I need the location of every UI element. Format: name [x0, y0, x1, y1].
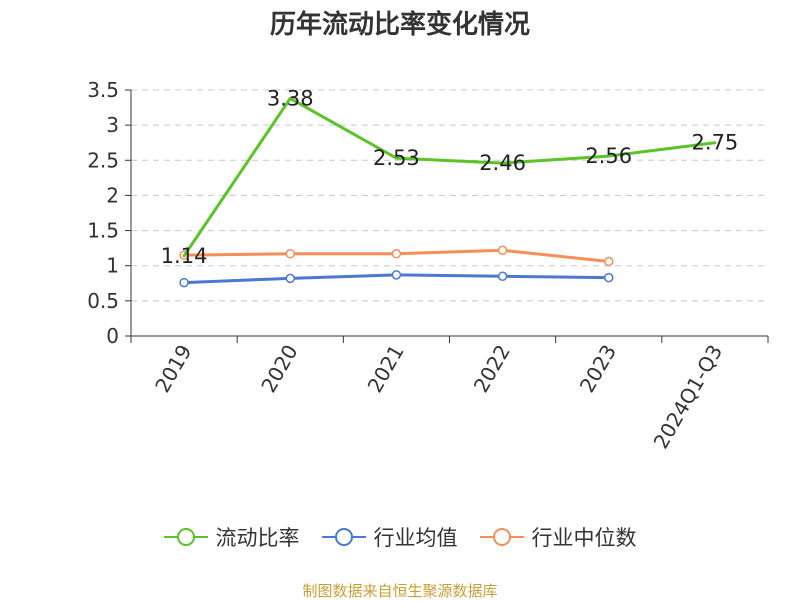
x-tick-label: 2021	[363, 341, 409, 397]
series-point	[288, 96, 292, 100]
series-point	[394, 156, 398, 160]
series-point	[391, 249, 402, 259]
y-tick-label: 1.5	[87, 219, 119, 243]
legend: 流动比率 行业均值 行业中位数	[0, 522, 800, 552]
x-tick-label: 2024Q1-Q3	[649, 341, 728, 453]
legend-item-current-ratio[interactable]: 流动比率	[163, 522, 300, 552]
y-tick-label: 2	[106, 183, 119, 207]
legend-swatch-industry-mean	[321, 528, 366, 546]
legend-label-current-ratio: 流动比率	[215, 526, 300, 550]
series-point	[179, 277, 189, 288]
legend-item-industry-median[interactable]: 行业中位数	[479, 522, 637, 552]
series-point	[391, 270, 402, 280]
legend-swatch-current-ratio	[163, 528, 208, 546]
legend-swatch-industry-median	[479, 528, 524, 546]
series-point	[604, 256, 614, 267]
source-note: 制图数据来自恒生聚源数据库	[302, 582, 498, 600]
x-tick-label: 2022	[469, 341, 515, 397]
y-tick-label: 0.5	[87, 289, 119, 313]
data-label: 2.46	[479, 151, 526, 175]
y-tick-label: 0	[106, 324, 119, 348]
y-tick-label: 1	[106, 254, 119, 278]
series-point	[713, 141, 717, 145]
series-point	[604, 272, 614, 283]
legend-item-industry-mean[interactable]: 行业均值	[321, 522, 458, 552]
series-line	[182, 96, 716, 257]
legend-label-industry-median: 行业中位数	[531, 526, 637, 550]
y-tick-label: 3.5	[87, 78, 119, 102]
x-tick-label: 2019	[150, 341, 196, 397]
series-point	[497, 271, 508, 282]
data-label: 2.53	[373, 146, 420, 170]
series-point	[497, 245, 508, 256]
x-tick-label: 2023	[575, 341, 621, 397]
y-tick-label: 2.5	[87, 148, 119, 172]
series-point	[607, 154, 611, 158]
series-point	[285, 249, 295, 259]
legend-label-industry-mean: 行业均值	[373, 526, 458, 550]
chart-title: 历年流动比率变化情况	[269, 10, 530, 40]
data-label: 2.75	[692, 131, 739, 155]
data-label: 3.38	[267, 86, 314, 110]
series-point	[501, 161, 505, 165]
x-tick-label: 2020	[256, 341, 302, 397]
data-label: 1.14	[161, 244, 208, 268]
data-label: 2.56	[585, 144, 632, 168]
y-tick-label: 3	[106, 113, 119, 137]
series-point	[285, 273, 295, 284]
series-point	[182, 254, 186, 258]
